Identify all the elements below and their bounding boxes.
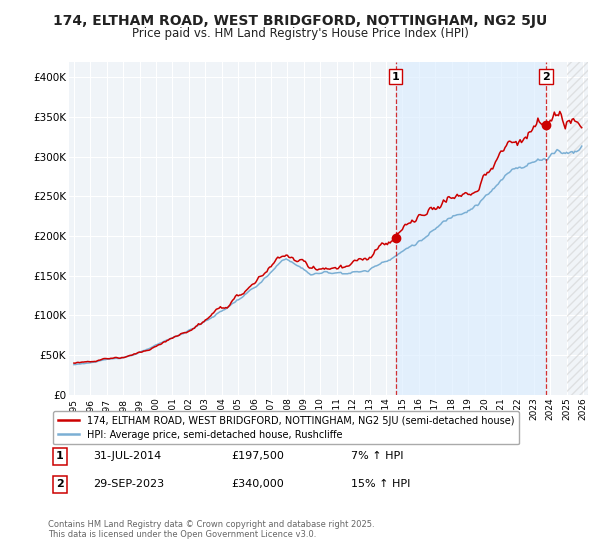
Text: Contains HM Land Registry data © Crown copyright and database right 2025.
This d: Contains HM Land Registry data © Crown c…	[48, 520, 374, 539]
Text: 7% ↑ HPI: 7% ↑ HPI	[351, 451, 404, 461]
Text: Price paid vs. HM Land Registry's House Price Index (HPI): Price paid vs. HM Land Registry's House …	[131, 27, 469, 40]
Text: £340,000: £340,000	[231, 479, 284, 489]
Text: 1: 1	[392, 72, 400, 82]
Text: 1: 1	[56, 451, 64, 461]
Text: 174, ELTHAM ROAD, WEST BRIDGFORD, NOTTINGHAM, NG2 5JU: 174, ELTHAM ROAD, WEST BRIDGFORD, NOTTIN…	[53, 14, 547, 28]
Bar	[566, 62, 588, 395]
Text: 2: 2	[542, 72, 550, 82]
Text: 31-JUL-2014: 31-JUL-2014	[93, 451, 161, 461]
Bar	[395, 62, 546, 395]
Text: 15% ↑ HPI: 15% ↑ HPI	[351, 479, 410, 489]
Legend: 174, ELTHAM ROAD, WEST BRIDGFORD, NOTTINGHAM, NG2 5JU (semi-detached house), HPI: 174, ELTHAM ROAD, WEST BRIDGFORD, NOTTIN…	[53, 411, 519, 445]
Text: £197,500: £197,500	[231, 451, 284, 461]
Text: 2: 2	[56, 479, 64, 489]
Text: 29-SEP-2023: 29-SEP-2023	[93, 479, 164, 489]
